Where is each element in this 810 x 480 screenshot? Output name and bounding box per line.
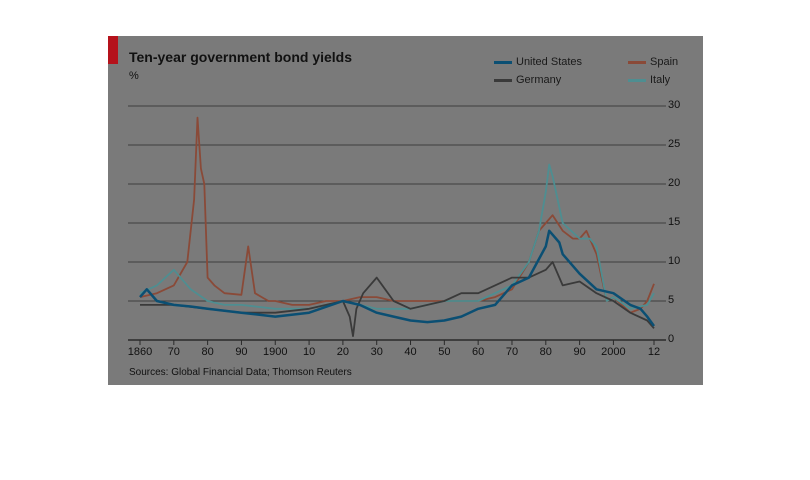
y-tick-label: 10 xyxy=(668,255,681,267)
legend-label: Germany xyxy=(516,74,562,86)
y-tick-label: 0 xyxy=(668,333,675,345)
x-tick-label: 70 xyxy=(167,346,180,358)
legend-label: Spain xyxy=(650,56,679,68)
source-note: Sources: Global Financial Data; Thomson … xyxy=(129,367,352,378)
x-axis xyxy=(139,340,655,345)
x-tick-label: 1900 xyxy=(263,346,288,358)
x-tick-label: 80 xyxy=(539,346,552,358)
legend-swatch-spain xyxy=(628,60,646,64)
legend-label: Italy xyxy=(650,74,671,86)
legend-item-italy: Italy xyxy=(628,74,670,88)
x-tick-label: 12 xyxy=(647,346,661,358)
x-tick-label: 50 xyxy=(438,346,451,358)
brand-corner-tag xyxy=(108,36,118,64)
y-tick-label: 20 xyxy=(668,177,681,189)
y-tick-label: 15 xyxy=(668,216,681,228)
gridlines xyxy=(128,105,666,341)
x-tick-label: 60 xyxy=(472,346,485,358)
x-tick-label: 1860 xyxy=(127,346,153,358)
x-tick-label: 80 xyxy=(201,346,214,358)
chart-title: Ten-year government bond yields xyxy=(129,49,353,65)
x-tick-label: 10 xyxy=(302,346,316,358)
x-tick-label: 40 xyxy=(404,346,417,358)
legend-item-germany: Germany xyxy=(494,74,561,88)
chart-panel xyxy=(108,36,703,385)
x-tick-label: 90 xyxy=(573,346,586,358)
series-lines xyxy=(139,116,656,338)
series-line-united-states xyxy=(139,229,656,327)
legend-label: United States xyxy=(516,56,583,68)
y-tick-label: 5 xyxy=(668,294,675,306)
series-line-spain xyxy=(139,116,655,314)
x-tick-label: 70 xyxy=(505,346,519,358)
x-tick-label: 2000 xyxy=(601,346,626,358)
x-tick-label: 20 xyxy=(336,346,350,358)
legend-swatch-germany xyxy=(494,78,512,82)
legend-item-spain: Spain xyxy=(628,56,678,70)
x-tick-label: 30 xyxy=(370,346,383,358)
series-line-germany xyxy=(140,261,655,338)
y-tick-label: 30 xyxy=(668,99,681,111)
y-tick-label: 25 xyxy=(668,138,681,150)
legend-swatch-italy xyxy=(628,78,646,82)
y-axis-unit-label: % xyxy=(129,70,139,82)
legend-swatch-united-states xyxy=(494,60,512,64)
x-tick-label: 90 xyxy=(235,346,248,358)
legend-item-united-states: United States xyxy=(494,56,582,70)
